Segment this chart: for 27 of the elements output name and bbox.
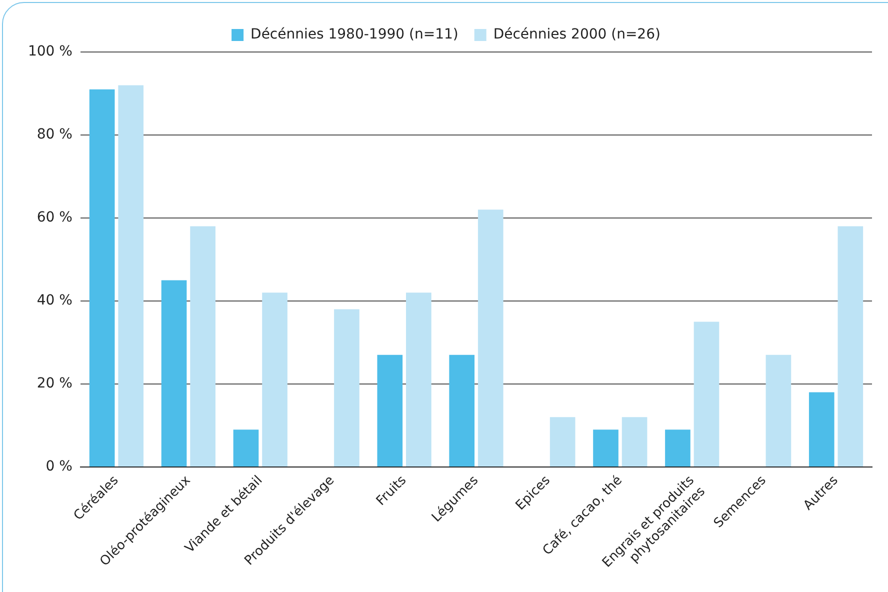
bar (190, 226, 216, 466)
y-tick-label: 0 % (46, 458, 72, 475)
bar (478, 210, 504, 466)
bar (406, 292, 432, 466)
bar (593, 430, 618, 466)
bar (377, 354, 403, 466)
bar (89, 89, 115, 466)
bar (334, 309, 360, 466)
bar (808, 392, 834, 466)
bar (550, 417, 576, 466)
y-tick-label: 80 % (36, 126, 72, 143)
bar (233, 430, 259, 466)
bar (694, 322, 720, 466)
bar (449, 354, 475, 466)
bar (262, 292, 288, 466)
y-tick-label: 60 % (36, 210, 72, 226)
y-tick-label: 100 % (28, 44, 72, 60)
bar (665, 430, 690, 466)
bar (118, 85, 144, 466)
bar (161, 280, 187, 466)
bar (766, 354, 792, 466)
bar (838, 226, 864, 466)
legend-label: Décénnies 1980-1990 (n=11) (250, 26, 458, 43)
y-tick-label: 20 % (36, 376, 72, 392)
y-tick-label: 40 % (36, 292, 72, 309)
bar (622, 417, 648, 466)
legend-label: Décénnies 2000 (n=26) (493, 26, 660, 43)
